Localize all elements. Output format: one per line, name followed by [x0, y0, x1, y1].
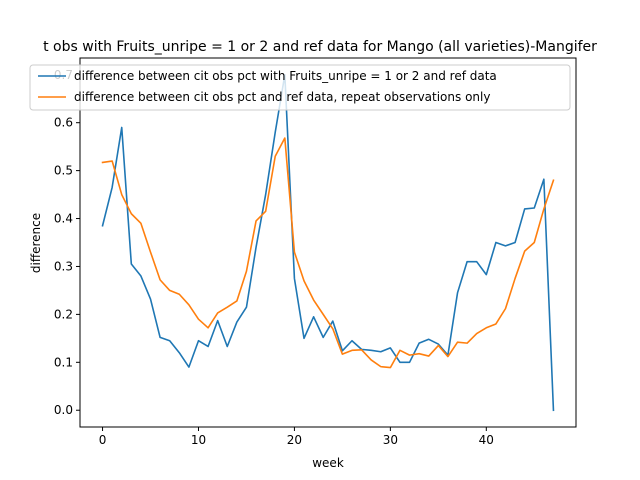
series-line-1 [101, 73, 555, 412]
series-line-2 [101, 137, 555, 369]
x-tick-label: 20 [287, 433, 302, 447]
legend-box [29, 64, 571, 111]
plot-frame [79, 57, 577, 428]
legend: difference between cit obs pct with Frui… [29, 64, 571, 111]
x-axis-label: week [312, 456, 344, 470]
y-tick-label: 0.4 [54, 212, 73, 226]
y-tick-label: 0.0 [54, 403, 73, 417]
x-tick-label: 40 [479, 433, 494, 447]
y-tick-label: 0.5 [54, 164, 73, 178]
chart-title: t obs with Fruits_unripe = 1 or 2 and re… [43, 39, 597, 55]
x-tick-label: 0 [99, 433, 107, 447]
x-tick-label: 30 [383, 433, 398, 447]
y-tick-label: 0.6 [54, 116, 73, 130]
series-layer [101, 73, 555, 412]
y-axis-label: difference [29, 213, 43, 273]
legend-label-1: difference between cit obs pct with Frui… [74, 69, 497, 83]
y-tick-label: 0.2 [54, 307, 73, 321]
y-tick-label: 0.3 [54, 259, 73, 273]
x-tick-label: 10 [191, 433, 206, 447]
y-tick-label: 0.1 [54, 355, 73, 369]
legend-label-2: difference between cit obs pct and ref d… [74, 90, 490, 104]
